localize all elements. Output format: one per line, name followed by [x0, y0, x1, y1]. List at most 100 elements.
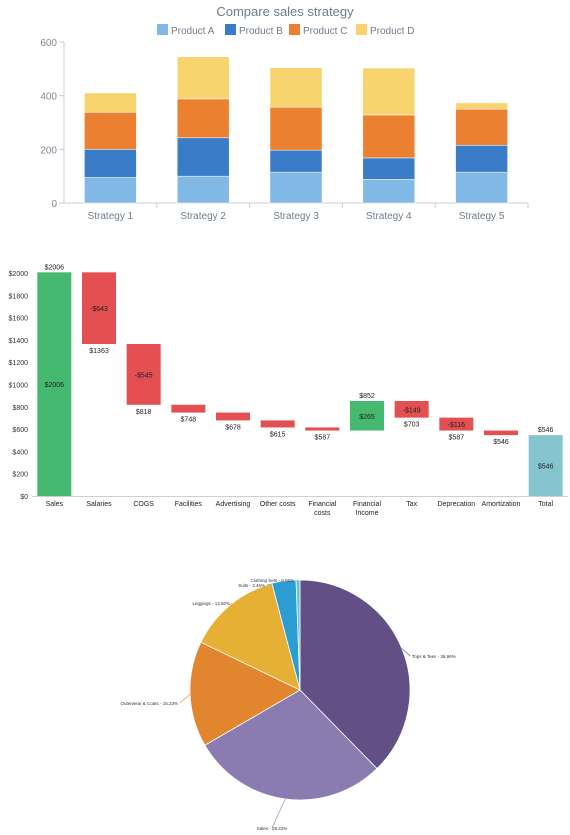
bar-bottom-label: $615 — [270, 431, 286, 438]
x-tick-label: Advertising — [216, 501, 251, 508]
y-tick-label: $1000 — [9, 383, 29, 390]
x-tick-label: Other costs — [260, 501, 296, 508]
y-tick-label: $2000 — [9, 271, 29, 278]
pie-slice — [204, 689, 378, 801]
bar-value-label: $546 — [538, 464, 554, 471]
x-tick-label: Strategy 2 — [180, 211, 226, 222]
x-tick-label: Facilities — [175, 501, 203, 508]
bar-segment — [176, 175, 230, 204]
bar-segment — [84, 92, 137, 113]
chart-title: Compare sales strategy — [216, 4, 354, 19]
bar-top-label: $2006 — [45, 264, 65, 271]
bar-value-label: $2006 — [45, 382, 65, 389]
bar-segment — [84, 177, 137, 204]
y-tick-label: $200 — [12, 472, 28, 479]
y-tick-label: $1800 — [9, 293, 29, 300]
waterfall-chart: $0 $200 $400 $600 $800 $1000 $1200 $1400 $1600 $1… — [0, 258, 570, 520]
pie-label: Tops & Tees - 36.96% — [412, 654, 456, 659]
stacked-bar-chart: Compare sales strategy Product A Product … — [0, 0, 570, 230]
legend-label: Product B — [239, 26, 283, 37]
legend-swatch — [157, 24, 168, 35]
waterfall-bar — [260, 420, 295, 428]
pie-chart-svg: Tops & Tees - 36.96% Sales - 28.42% Outerw… — [120, 578, 456, 831]
y-tick-label: $0 — [20, 494, 28, 501]
y-tick-label: 200 — [40, 145, 57, 156]
legend-swatch — [225, 24, 236, 35]
bar-segment — [84, 149, 137, 178]
x-tick-label: Salaries — [86, 501, 112, 508]
waterfall-bar — [305, 427, 340, 431]
pie-chart: Tops & Tees - 36.96% Sales - 28.42% Outerw… — [0, 560, 570, 835]
bar-bottom-label: $1363 — [89, 348, 109, 355]
y-tick-label: $1400 — [9, 338, 29, 345]
x-tick-label: Sales — [46, 501, 64, 508]
y-tick-label: 400 — [40, 92, 57, 103]
legend-label: Product C — [303, 26, 347, 37]
bar-bottom-label: $587 — [315, 435, 331, 442]
bar-value-label: -$643 — [90, 306, 108, 313]
pie-label: Sales - 28.42% — [257, 826, 288, 831]
bar-segment — [269, 106, 323, 151]
waterfall-bar — [126, 344, 161, 405]
pie-leader-line — [229, 602, 233, 606]
bar-segment — [455, 145, 508, 173]
bar-segment — [269, 149, 323, 173]
bar-bottom-label: $703 — [404, 422, 420, 429]
waterfall-bar — [37, 272, 72, 496]
bar-segment — [176, 56, 230, 100]
pie-leader-line — [179, 694, 191, 704]
pie-label: Clothing Sets - 0.56% — [250, 578, 294, 583]
legend-swatch — [356, 24, 367, 35]
bar-segment — [269, 171, 323, 204]
waterfall-bar — [394, 401, 429, 418]
waterfall-bar — [439, 417, 474, 431]
legend-swatch — [289, 24, 300, 35]
bar-value-label: -$545 — [135, 372, 153, 379]
bar-value-label: -$149 — [403, 407, 421, 414]
waterfall-bar — [216, 412, 250, 421]
pie-label: Leggings - 13.50% — [192, 601, 230, 606]
x-tick-label: COGS — [133, 501, 154, 508]
waterfall-bar — [171, 404, 206, 413]
bar-segment — [362, 157, 416, 180]
bar-bottom-label: $546 — [493, 439, 509, 446]
stacked-bar-chart-svg: Compare sales strategy Product A Product … — [40, 4, 529, 222]
waterfall-chart-svg: $0 $200 $400 $600 $800 $1000 $1200 $1400 $1600 $1… — [9, 264, 568, 517]
bar-segment — [455, 102, 508, 110]
x-tick-label: Strategy 4 — [366, 211, 412, 222]
bar-value-label: -$116 — [448, 422, 465, 429]
x-tick-label: Amortization — [482, 501, 521, 508]
y-tick-label: $600 — [12, 427, 28, 434]
bar-top-label: $852 — [359, 393, 375, 400]
bar-segment — [176, 137, 230, 177]
bar-bottom-label: $587 — [449, 435, 465, 442]
bar-segment — [362, 67, 416, 116]
bar-segment — [269, 67, 323, 108]
pie-leader-line — [271, 798, 286, 829]
y-tick-label: $800 — [12, 405, 28, 412]
bar-value-label: $265 — [359, 414, 375, 421]
x-tick-label: Financial Income — [353, 501, 381, 517]
bar-bottom-label: $678 — [225, 424, 241, 431]
y-tick-label: 0 — [51, 199, 57, 210]
waterfall-bar — [484, 430, 518, 436]
y-tick-label: $1200 — [9, 360, 29, 367]
bar-segment — [362, 114, 416, 159]
y-tick-label: $400 — [12, 449, 28, 456]
waterfall-bar — [350, 401, 384, 431]
bar-top-label: $546 — [538, 427, 554, 434]
bar-segment — [84, 112, 137, 150]
y-tick-label: 600 — [40, 38, 57, 49]
pie-slice — [189, 641, 301, 746]
x-tick-label: Tax — [406, 501, 417, 508]
pie-label: Suits - 3.46% — [238, 583, 265, 588]
pie-label: Outerwear & Coats - 15.23% — [120, 701, 178, 706]
x-tick-label: Deprecation — [437, 501, 475, 508]
waterfall-bar — [528, 435, 563, 496]
pie-leader-line — [401, 648, 411, 657]
x-tick-label: Total — [538, 501, 553, 508]
waterfall-bar — [82, 272, 116, 345]
y-tick-label: $1600 — [9, 316, 29, 323]
x-tick-label: Financial costs — [308, 501, 336, 517]
legend-label: Product A — [171, 26, 215, 37]
